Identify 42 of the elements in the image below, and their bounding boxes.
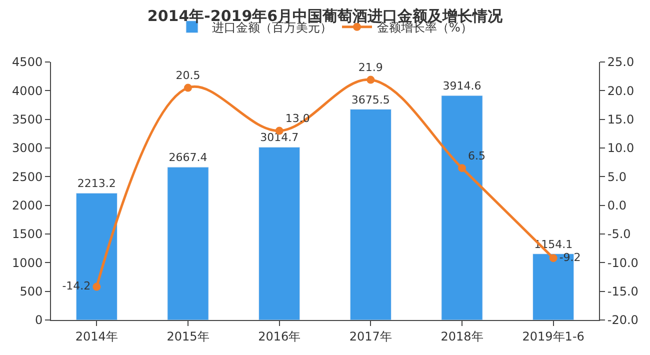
- point: [366, 76, 375, 84]
- point: [92, 282, 101, 291]
- y2-tick-label: -20.0: [607, 313, 638, 328]
- x-tick-label: 2018年: [440, 329, 484, 344]
- y-tick-label: 3500: [12, 112, 43, 127]
- x-tick-label: 2015年: [166, 329, 210, 344]
- y-tick-label: 1500: [12, 227, 43, 242]
- data-label: 3675.5: [351, 93, 390, 106]
- y-tick-label: 3000: [12, 141, 43, 156]
- data-label: 21.9: [358, 61, 383, 74]
- data-label: 20.5: [176, 69, 200, 82]
- bar: [167, 166, 209, 320]
- data-label: 3914.6: [442, 80, 482, 93]
- y-tick-label: 1000: [12, 256, 43, 270]
- y2-tick-label: 15.0: [607, 112, 634, 127]
- y-tick-label: 500: [20, 284, 43, 299]
- y2-tick-label: 5.0: [607, 170, 626, 184]
- x-tick-label: 2017年: [349, 329, 392, 344]
- y2-tick-label: 20.0: [607, 84, 634, 98]
- x-tick-label: 2019年1-6: [522, 329, 584, 344]
- data-label: 2213.2: [77, 177, 116, 190]
- y-tick-label: 2000: [12, 198, 43, 213]
- x-tick-label: 2014年: [75, 329, 118, 344]
- y2-tick-label: -5.0: [607, 227, 631, 242]
- y-tick-label: 2500: [12, 170, 43, 184]
- point: [549, 254, 558, 262]
- y-tick-label: 0: [34, 313, 43, 328]
- y2-tick-label: 0.0: [607, 198, 626, 213]
- point: [458, 164, 466, 172]
- y-tick-label: 4000: [12, 84, 43, 98]
- y2-tick-label: -10.0: [607, 256, 638, 270]
- bar: [258, 146, 300, 320]
- y2-tick-label: 10.0: [607, 141, 634, 156]
- point: [184, 84, 192, 92]
- y2-tick-label: 25.0: [607, 55, 634, 70]
- y-tick-label: 4500: [12, 55, 43, 70]
- bar: [441, 95, 483, 320]
- data-label: 3014.7: [260, 131, 299, 144]
- y2-tick-label: -15.0: [607, 284, 638, 299]
- data-label: 2667.4: [168, 151, 208, 164]
- x-tick-label: 2016年: [258, 329, 301, 344]
- bar: [350, 109, 392, 320]
